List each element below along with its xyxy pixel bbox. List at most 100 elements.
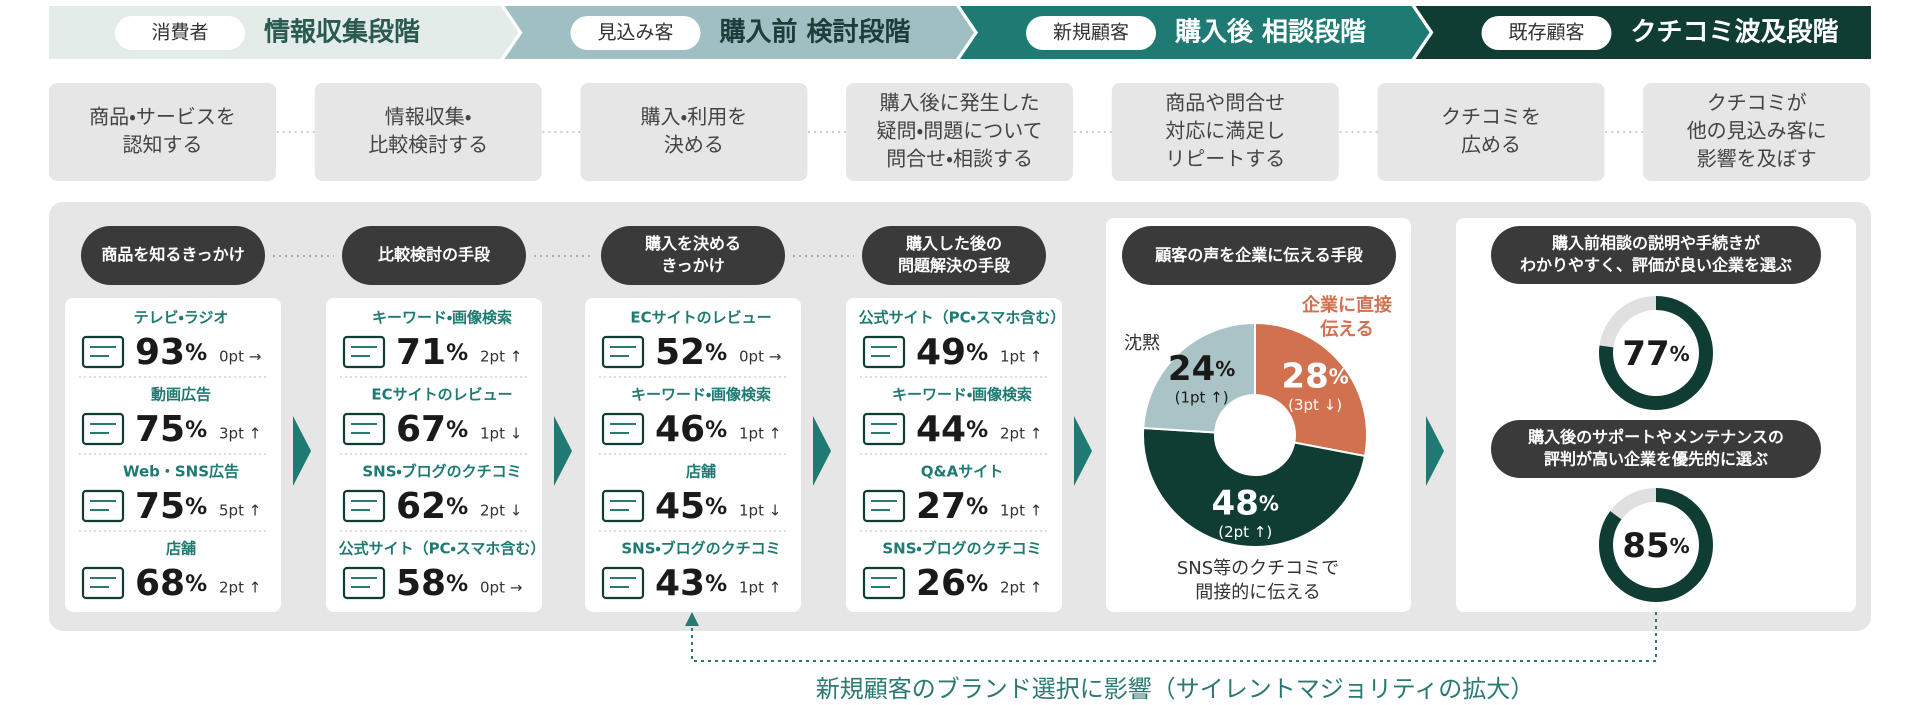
item-change: 2pt ↑ — [480, 348, 522, 366]
influence-line — [691, 612, 1657, 662]
step-text: 比較検討する — [368, 133, 488, 157]
item-value: 75 — [135, 409, 185, 450]
icon — [601, 335, 645, 369]
item-change: 2pt ↑ — [1000, 579, 1042, 597]
item-unit: % — [966, 495, 988, 520]
slice-change: (3pt ↓) — [1288, 396, 1342, 414]
item-value-text: 62% — [396, 486, 468, 527]
item-unit: % — [185, 572, 207, 597]
icon-frame — [862, 335, 906, 369]
step-text: クチコミを — [1441, 105, 1541, 129]
ring-value-text: 85% — [1622, 526, 1689, 566]
step-text: 商品・サービスを — [89, 105, 236, 129]
step-box — [1643, 83, 1871, 181]
icon — [862, 489, 906, 523]
item-value-text: 67% — [396, 409, 468, 450]
item-unit: % — [446, 341, 468, 366]
slice-value-text: 24% — [1168, 349, 1235, 389]
stage-tag: 消費者 — [151, 22, 208, 44]
step-text: 購入・利用を — [640, 105, 747, 129]
step-box — [314, 83, 542, 181]
stage-tag: 既存顧客 — [1508, 22, 1584, 44]
item-unit: % — [446, 418, 468, 443]
slice-value: 28 — [1281, 356, 1328, 396]
step-text: 購入後に発生した — [880, 91, 1040, 115]
slice-unit: % — [1259, 491, 1279, 515]
item-unit: % — [185, 495, 207, 520]
item-unit: % — [966, 341, 988, 366]
item-label: 公式サイト（PC・スマホ含む） — [859, 309, 1066, 327]
slice-value-text: 48% — [1212, 483, 1279, 523]
ring-unit: % — [1670, 534, 1690, 558]
icon-frame — [81, 489, 125, 523]
item-unit: % — [705, 495, 727, 520]
item-value: 26 — [916, 563, 966, 604]
ring-value — [1599, 488, 1713, 602]
header-pill — [1122, 226, 1396, 285]
step-text: リピートする — [1165, 147, 1285, 171]
icon — [601, 566, 645, 600]
icon — [342, 335, 386, 369]
item-label: キーワード・画像検索 — [631, 386, 771, 404]
item-unit: % — [966, 418, 988, 443]
item-label: Web・SNS広告 — [123, 463, 239, 481]
item-value-text: 75% — [135, 486, 207, 527]
donut-slice — [1142, 321, 1256, 434]
icon — [862, 566, 906, 600]
step-text: 問合せ・相談する — [886, 147, 1033, 171]
header-text: 顧客の声を企業に伝える手段 — [1155, 246, 1364, 265]
slice-label: 沈黙 — [1124, 333, 1160, 354]
step-text: 認知する — [123, 133, 203, 157]
item-unit: % — [966, 572, 988, 597]
item-label: キーワード・画像検索 — [892, 386, 1032, 404]
header-text: 購入前相談の説明や手続きが — [1551, 234, 1760, 253]
item-value-text: 26% — [916, 563, 988, 604]
footer: 新規顧客のブランド選択に影響（サイレントマジョリティの拡大） — [816, 675, 1535, 703]
item-change: 0pt → — [739, 348, 781, 366]
ring-number: 85 — [1622, 526, 1669, 566]
step-box — [49, 83, 276, 181]
icon-frame — [342, 566, 386, 600]
item-value: 43 — [655, 563, 705, 604]
header-text: 購入後のサポートやメンテナンスの — [1527, 428, 1784, 447]
slice-label: 企業に直接 — [1302, 294, 1392, 316]
item-change: 1pt ↓ — [739, 502, 781, 520]
step-box — [580, 83, 808, 181]
header-pill — [81, 226, 265, 285]
item-value: 58 — [396, 563, 446, 604]
flow-arrow — [1074, 416, 1092, 486]
item-value-text: 44% — [916, 409, 988, 450]
item-value-text: 52% — [655, 332, 727, 373]
item-label: 公式サイト（PC・スマホ含む） — [339, 540, 546, 558]
slice-value: 48 — [1212, 483, 1259, 523]
item-unit: % — [705, 418, 727, 443]
step-text: 疑問・問題について — [876, 119, 1042, 143]
item-label: キーワード・画像検索 — [372, 309, 512, 327]
item-value: 93 — [135, 332, 185, 373]
header-text: 評判が高い企業を優先的に選ぶ — [1544, 450, 1768, 469]
item-value: 71 — [396, 332, 446, 373]
item-unit: % — [446, 495, 468, 520]
ring-unit: % — [1670, 342, 1690, 366]
stage-title: 購入前 検討段階 — [720, 17, 911, 48]
header-pill — [601, 226, 785, 285]
item-value: 75 — [135, 486, 185, 527]
item-value-text: 43% — [655, 563, 727, 604]
item-label: Q&Aサイト — [921, 463, 1003, 481]
step-box — [1111, 83, 1339, 181]
item-value-text: 75% — [135, 409, 207, 450]
header-pill — [342, 226, 526, 285]
step-text: 広める — [1461, 133, 1521, 157]
item-value: 68 — [135, 563, 185, 604]
icon-frame — [342, 489, 386, 523]
ring-value — [1599, 296, 1713, 410]
header-pill — [1491, 226, 1821, 284]
item-change: 3pt ↑ — [219, 425, 261, 443]
item-value-text: 58% — [396, 563, 468, 604]
flow-arrow — [554, 416, 572, 486]
step-text: クチコミが — [1707, 91, 1807, 115]
stage-tag-pill — [570, 16, 701, 50]
item-value: 27 — [916, 486, 966, 527]
icon — [81, 412, 125, 446]
icon-frame — [862, 489, 906, 523]
